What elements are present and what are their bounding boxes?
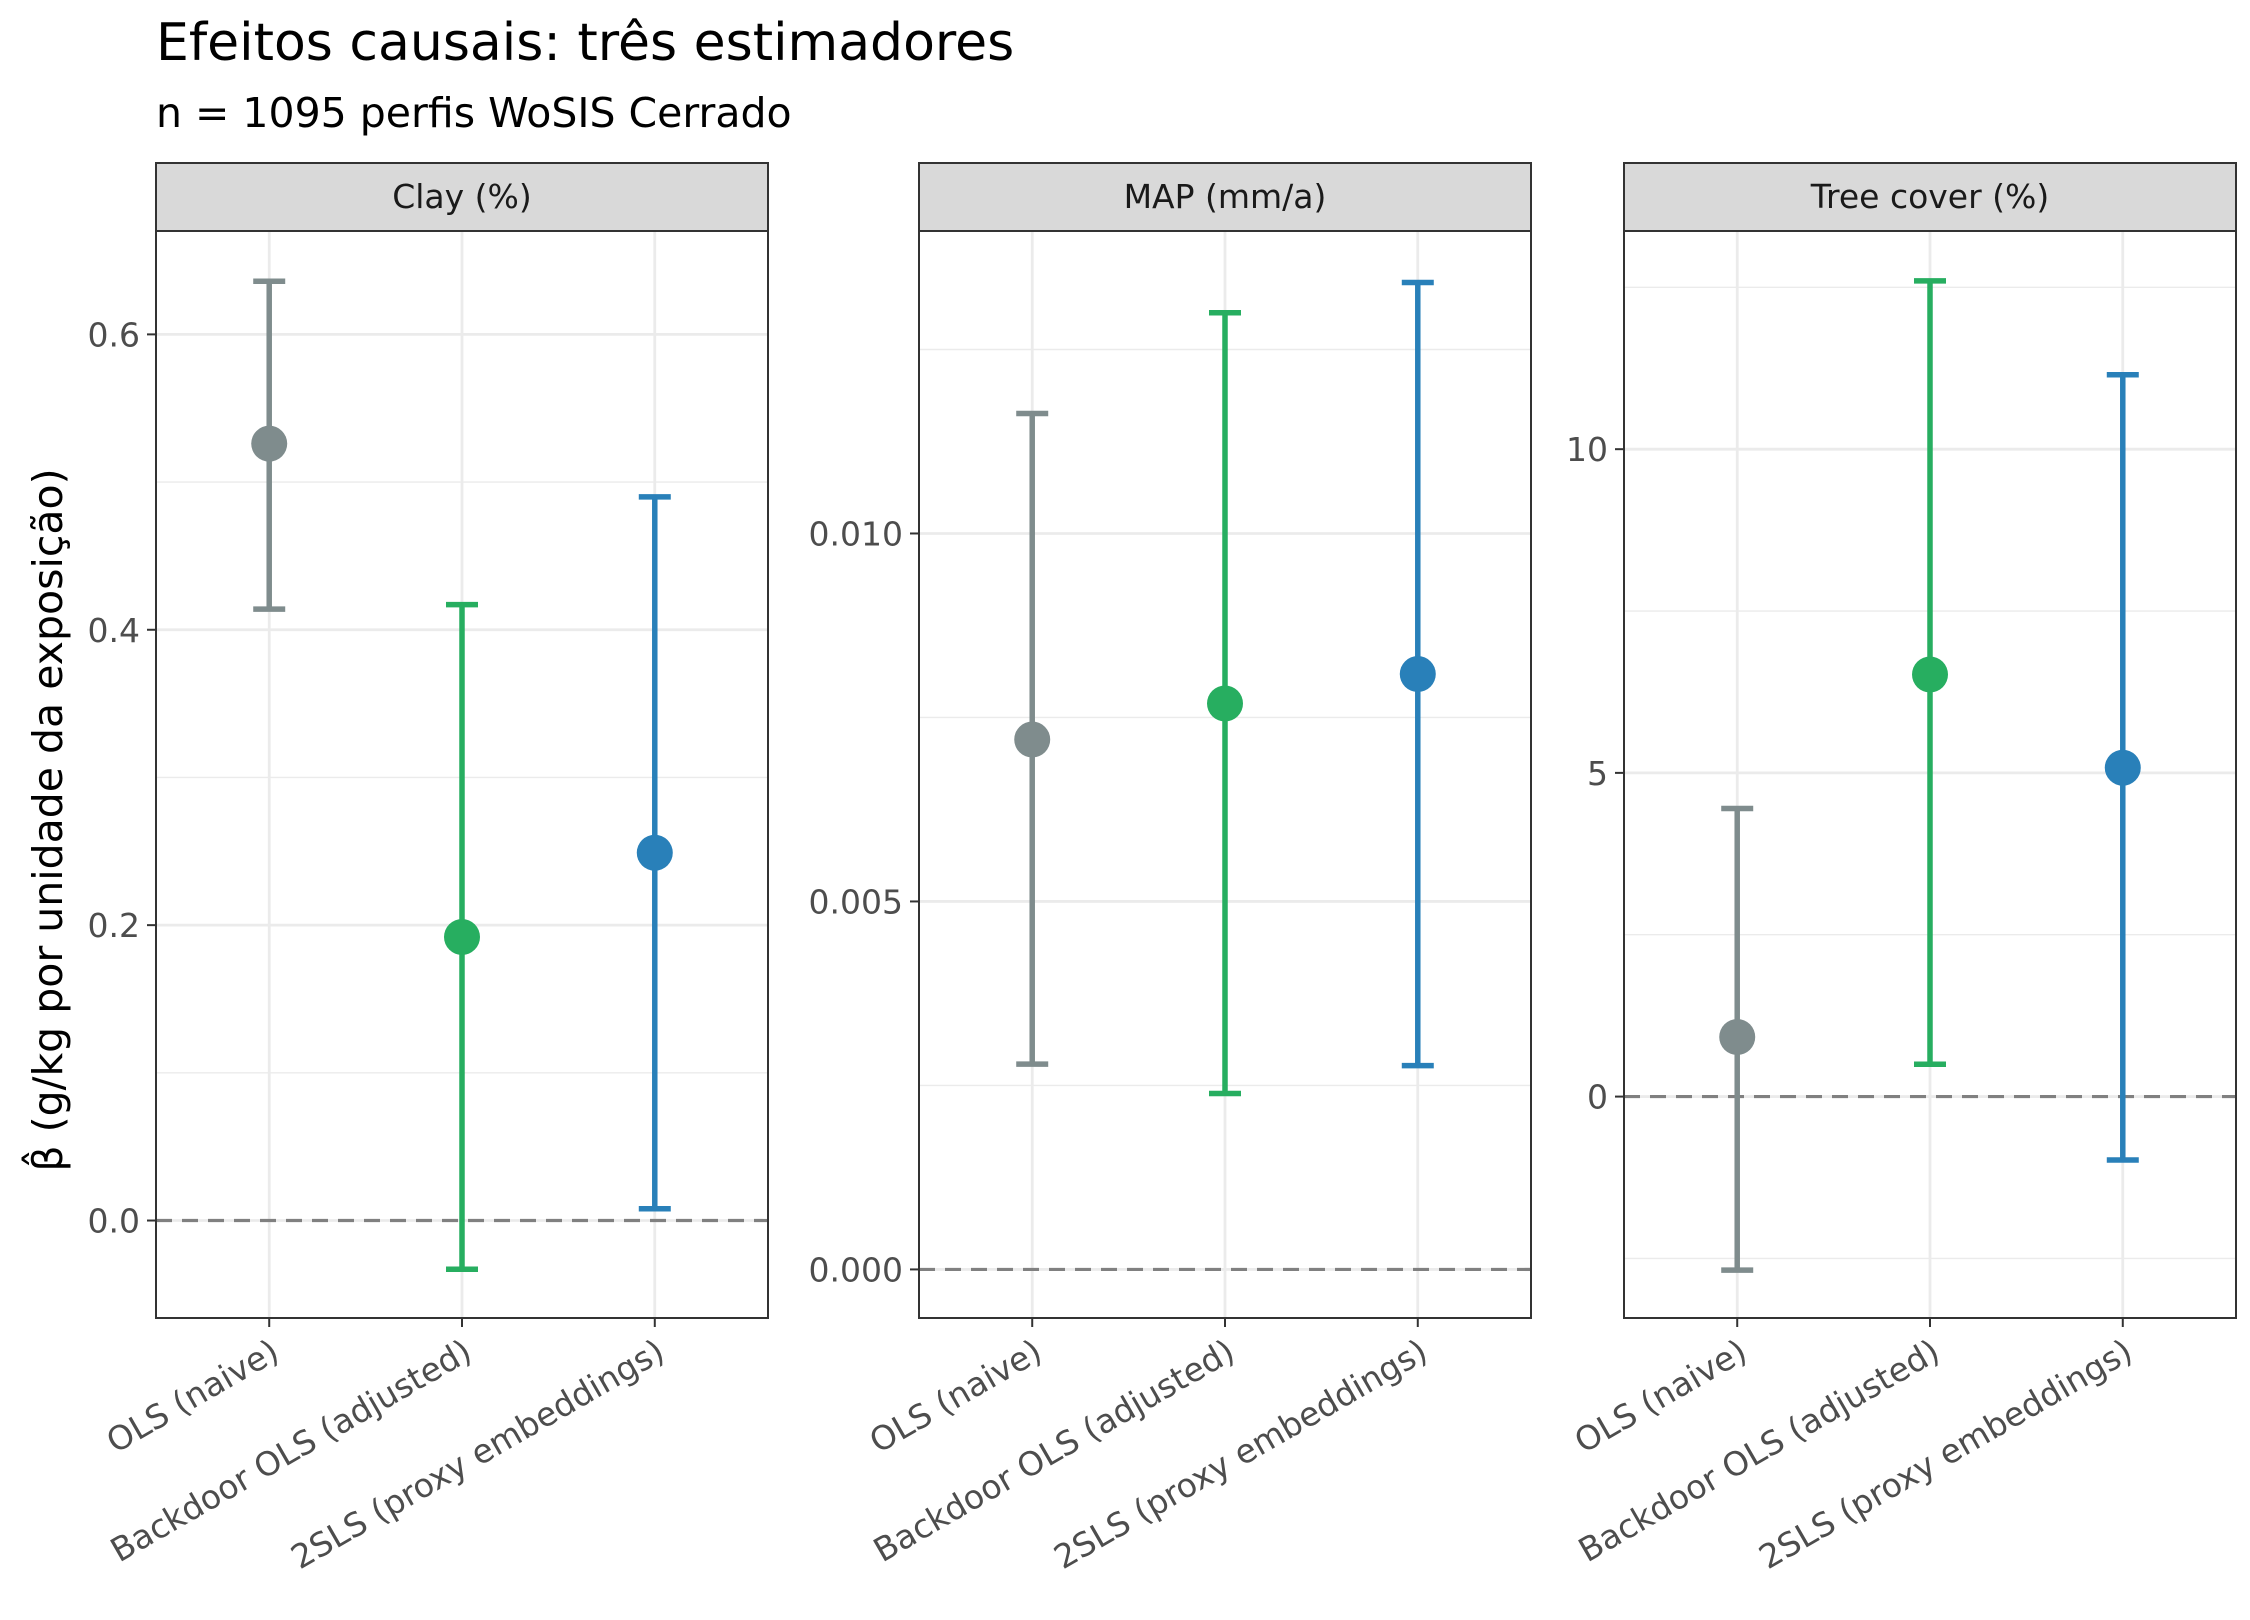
facet-strip xyxy=(918,162,1532,232)
x-tick-label: Backdoor OLS (adjusted) xyxy=(104,1331,478,1570)
estimate-ols-naive xyxy=(1014,410,1051,1067)
facet-label: Clay (%) xyxy=(392,177,532,216)
chart-title: Efeitos causais: três estimadores xyxy=(156,13,1014,73)
estimate-backdoor-ols-adjusted xyxy=(444,601,480,1273)
point-estimate xyxy=(1912,656,1948,693)
chart-subtitle: n = 1095 perfis WoSIS Cerrado xyxy=(156,89,792,137)
x-tick-label: 2SLS (proxy embeddings) xyxy=(1047,1331,1434,1577)
point-estimate xyxy=(251,425,288,462)
estimate-backdoor-ols-adjusted xyxy=(1207,309,1243,1097)
x-tick-label: 2SLS (proxy embeddings) xyxy=(1752,1331,2139,1577)
x-tick-label: 2SLS (proxy embeddings) xyxy=(284,1331,671,1577)
panel-tree-cover: Tree cover (%) 0 5 10 OLS (naive)Backdoor OL… xyxy=(1566,162,2237,1577)
y-axis-label: β̂ (g/kg por unidade da exposição) xyxy=(22,468,72,1171)
estimate-2sls-proxy-embeddings xyxy=(636,494,673,1212)
panel-map-mm-a: MAP (mm/a) 0.000 0.005 0.010 OLS (naive)Back… xyxy=(809,162,1532,1577)
y-tick-label: 0 xyxy=(1587,1078,1608,1117)
y-tick-label: 0.000 xyxy=(809,1250,903,1289)
y-tick-label: 5 xyxy=(1587,754,1608,793)
facet-strip xyxy=(1623,162,2237,232)
point-estimate xyxy=(1014,721,1051,758)
point-estimate xyxy=(444,918,480,955)
estimate-backdoor-ols-adjusted xyxy=(1912,278,1948,1067)
panel-clay: Clay (%) 0.0 0.2 0.4 0.6 OLS (naive)Backdoor … xyxy=(88,162,769,1577)
y-tick-label: 0.010 xyxy=(809,514,903,553)
point-estimate xyxy=(636,834,673,871)
y-tick-label: 0.0 xyxy=(88,1202,140,1241)
point-estimate xyxy=(1719,1019,1756,1056)
estimate-2sls-proxy-embeddings xyxy=(1399,279,1436,1069)
facet-label: MAP (mm/a) xyxy=(1124,177,1327,216)
x-tick-label: Backdoor OLS (adjusted) xyxy=(867,1331,1241,1570)
point-estimate xyxy=(2104,749,2141,786)
estimate-ols-naive xyxy=(251,278,288,612)
y-tick-label: 0.005 xyxy=(809,882,903,921)
estimate-2sls-proxy-embeddings xyxy=(2104,371,2141,1163)
point-estimate xyxy=(1399,656,1436,693)
facet-strip xyxy=(155,162,769,232)
y-tick-label: 0.6 xyxy=(88,315,140,354)
x-tick-label: Backdoor OLS (adjusted) xyxy=(1572,1331,1946,1570)
estimate-ols-naive xyxy=(1719,805,1756,1273)
y-tick-label: 0.2 xyxy=(88,906,140,945)
facet-label: Tree cover (%) xyxy=(1810,177,2050,216)
x-tick-label: OLS (naive) xyxy=(863,1331,1049,1461)
x-tick-label: OLS (naive) xyxy=(100,1331,286,1461)
y-tick-label: 10 xyxy=(1566,430,1608,469)
y-tick-label: 0.4 xyxy=(88,611,140,650)
point-estimate xyxy=(1207,685,1243,722)
x-tick-label: OLS (naive) xyxy=(1568,1331,1754,1461)
